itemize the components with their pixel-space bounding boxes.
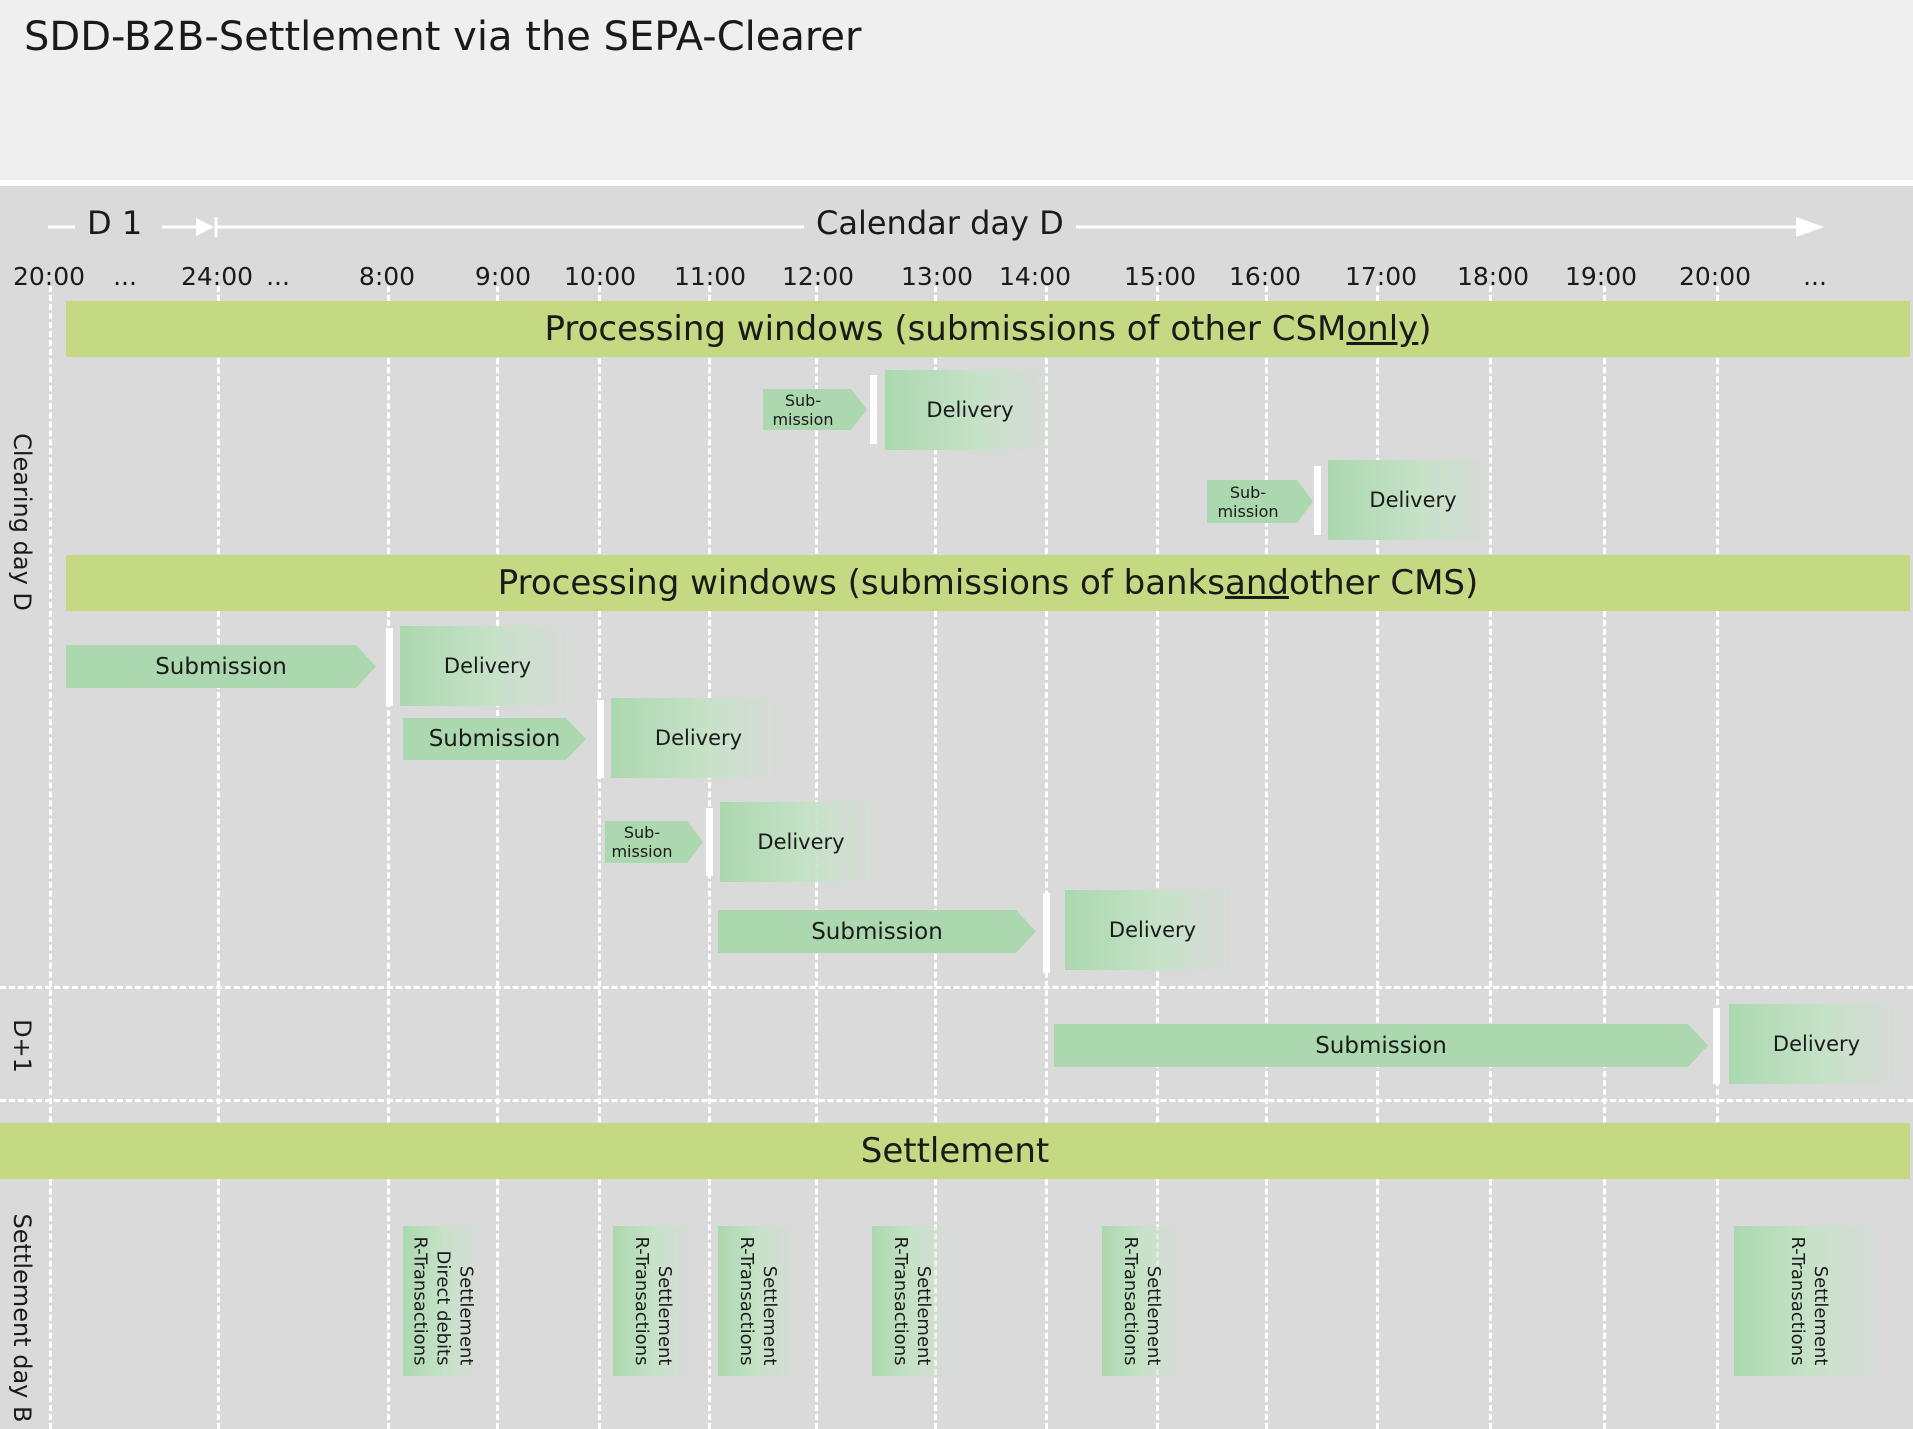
page-title: SDD-B2B-Settlement via the SEPA-Clearer (24, 14, 862, 60)
delivery-block: Delivery (1065, 890, 1240, 970)
delivery-block: Delivery (611, 698, 786, 778)
clearing-day-label: Clearing day D (8, 433, 36, 611)
delivery-block: Delivery (1729, 1004, 1904, 1084)
submission-block: Sub-mission (1207, 480, 1313, 523)
settlement-band: Settlement (0, 1123, 1910, 1179)
sub-line: mission (1217, 501, 1279, 521)
time-label: 13:00 (900, 262, 974, 291)
sub-line: mission (611, 842, 673, 861)
settlement-day-label: Settlement day B (8, 1213, 36, 1423)
gridline (1156, 286, 1159, 1429)
row-separator (0, 1099, 1913, 1102)
time-label: 8:00 (358, 262, 416, 291)
sub-line: Sub- (1229, 482, 1267, 502)
submission-block: Submission (403, 718, 586, 760)
settlement-item: Settlement Direct debits R-Transactions (403, 1226, 483, 1376)
cutoff-marker (1043, 893, 1050, 973)
gridline (49, 286, 52, 1429)
settlement-item: Settlement R-Transactions (1102, 1226, 1182, 1376)
time-label: 16:00 (1228, 262, 1302, 291)
settlement-item: Settlement R-Transactions (872, 1226, 952, 1376)
time-label: 10:00 (563, 262, 637, 291)
settlement-item: Settlement R-Transactions (718, 1226, 798, 1376)
submission-block: Submission (718, 910, 1036, 953)
submission-block: Sub-mission (605, 821, 703, 863)
arrow-head-icon (1796, 217, 1824, 237)
gridline (598, 286, 601, 1429)
settlement-item: Settlement R-Transactions (613, 1226, 693, 1376)
delivery-block: Delivery (400, 626, 575, 706)
band-emphasis: only (1346, 309, 1419, 349)
time-label: 17:00 (1344, 262, 1418, 291)
gridline (934, 286, 937, 1429)
gridline (1045, 286, 1048, 1429)
settlement-item-text: Settlement R-Transactions (1120, 1236, 1164, 1366)
submission-block: Sub-mission (763, 389, 867, 430)
time-label: 19:00 (1564, 262, 1638, 291)
settlement-item-text: Settlement R-Transactions (1787, 1236, 1831, 1366)
prev-day-label: D 1 (75, 204, 155, 242)
row-separator (0, 986, 1913, 989)
gridline (1603, 286, 1606, 1429)
processing-windows-banks-band: Processing windows (submissions of banks… (66, 555, 1910, 611)
cutoff-marker (870, 375, 877, 444)
calendar-day-label: Calendar day D (804, 204, 1076, 242)
cutoff-marker (597, 700, 604, 778)
gridline (1489, 286, 1492, 1429)
settlement-item-text: Settlement R-Transactions (736, 1236, 780, 1366)
d-plus-1-label: D+1 (8, 1019, 36, 1073)
band-text: other CMS) (1288, 563, 1479, 603)
cutoff-marker (386, 628, 393, 706)
time-label: 12:00 (781, 262, 855, 291)
band-text: Processing windows (submissions of other… (544, 309, 1347, 349)
settlement-item-text: Settlement Direct debits R-Transactions (409, 1236, 477, 1366)
band-emphasis: and (1224, 563, 1289, 603)
gridline (496, 286, 499, 1429)
sub-line: Sub- (784, 390, 822, 410)
arrow-head-icon (196, 218, 214, 236)
band-text: Processing windows (submissions of banks (497, 563, 1225, 603)
timeline-diagram: D 1 Calendar day D 20:00 ... 24:00 ... 8… (0, 186, 1913, 1429)
cutoff-marker (1314, 466, 1321, 535)
gridline (1716, 286, 1719, 1429)
gridline (387, 286, 390, 1429)
time-label: 11:00 (673, 262, 747, 291)
settlement-item-text: Settlement R-Transactions (890, 1236, 934, 1366)
sub-line: mission (772, 409, 834, 429)
submission-block: Submission (1054, 1024, 1708, 1067)
time-label: 15:00 (1123, 262, 1197, 291)
time-label: 18:00 (1456, 262, 1530, 291)
title-header: SDD-B2B-Settlement via the SEPA-Clearer (0, 0, 1913, 180)
time-label: 20:00 (12, 262, 86, 291)
settlement-item-text: Settlement R-Transactions (631, 1236, 675, 1366)
time-label: 20:00 (1678, 262, 1752, 291)
cutoff-marker (706, 808, 713, 876)
time-label: 9:00 (474, 262, 532, 291)
time-label: 24:00 (180, 262, 254, 291)
delivery-block: Delivery (720, 802, 882, 882)
time-label: ... (113, 262, 137, 291)
sub-line: Sub- (623, 823, 661, 842)
time-label: ... (266, 262, 290, 291)
gridline (1376, 286, 1379, 1429)
band-text: ) (1418, 309, 1432, 349)
time-label: 14:00 (998, 262, 1072, 291)
processing-windows-other-csm-band: Processing windows (submissions of other… (66, 301, 1910, 357)
gridline (1265, 286, 1268, 1429)
delivery-block: Delivery (1328, 460, 1498, 540)
cutoff-marker (1713, 1008, 1720, 1084)
settlement-item: Settlement R-Transactions (1734, 1226, 1884, 1376)
time-label: ... (1803, 262, 1827, 291)
delivery-block: Delivery (885, 370, 1055, 450)
gridline (217, 286, 220, 1429)
submission-block: Submission (66, 645, 376, 688)
